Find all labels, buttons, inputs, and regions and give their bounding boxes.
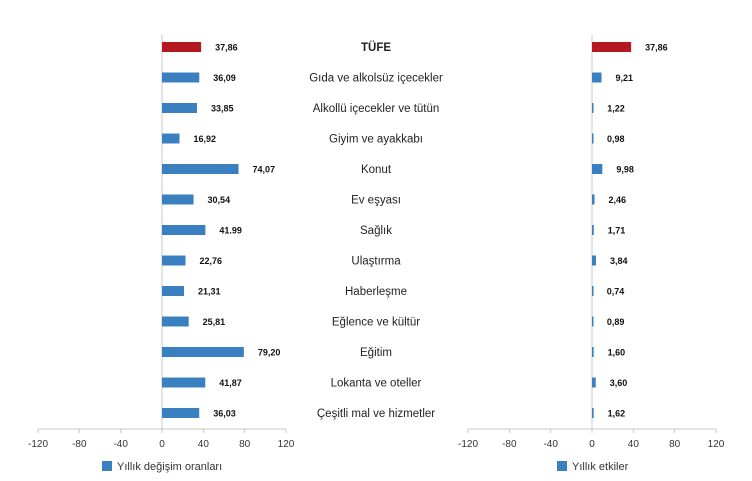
category-label: TÜFE: [361, 41, 391, 54]
bar: [162, 194, 194, 205]
x-tick-label: -120: [458, 439, 478, 450]
data-label: 25,81: [203, 317, 226, 327]
x-tick-label: 0: [159, 439, 165, 450]
category-label: Konut: [361, 164, 392, 176]
data-label: 9,98: [616, 165, 634, 175]
bar: [162, 133, 180, 144]
x-tick-label: 40: [198, 439, 210, 450]
bar: [592, 225, 594, 235]
category-label: Ulaştırma: [351, 256, 401, 268]
data-label: 36,03: [213, 409, 236, 419]
bar: [592, 255, 596, 266]
data-label: 21,31: [198, 287, 221, 297]
data-label: 37,86: [215, 43, 238, 53]
data-label: 37,86: [645, 43, 668, 53]
bar: [162, 408, 200, 418]
category-label: Gıda ve alkolsüz içecekler: [309, 73, 443, 85]
bar: [162, 377, 206, 388]
data-label: 41,87: [219, 378, 242, 388]
bar: [592, 408, 594, 418]
data-label: 9,21: [616, 73, 634, 83]
data-label: 30,54: [208, 195, 231, 205]
bar: [162, 164, 239, 174]
x-tick-label: 80: [669, 439, 681, 450]
category-label: Eğitim: [360, 347, 392, 359]
category-label: Sağlık: [360, 225, 392, 237]
bar: [592, 133, 594, 144]
legend-swatch: [557, 461, 567, 471]
bar: [162, 255, 186, 266]
data-label: 1,71: [608, 226, 626, 236]
legend-swatch: [102, 461, 112, 471]
x-tick-label: -40: [113, 439, 128, 450]
data-label: 16,92: [193, 134, 216, 144]
data-label: 36,09: [213, 73, 236, 83]
x-tick-label: -80: [502, 439, 517, 450]
x-tick-label: 120: [278, 439, 295, 450]
bar: [592, 286, 594, 296]
x-tick-label: 120: [708, 439, 725, 450]
category-label: Lokanta ve oteller: [331, 378, 422, 390]
bar: [162, 72, 200, 83]
data-label: 1,60: [608, 348, 626, 358]
bar: [592, 316, 594, 327]
bar: [592, 103, 594, 113]
bar: [592, 347, 594, 357]
bar: [592, 194, 595, 205]
x-tick-label: 80: [239, 439, 251, 450]
data-label: 79,20: [258, 348, 281, 358]
category-label: Alkollü içecekler ve tütün: [313, 103, 440, 115]
bar: [162, 347, 244, 357]
bar: [162, 42, 202, 52]
category-label: Giyim ve ayakkabı: [329, 134, 423, 146]
bar: [592, 377, 596, 388]
data-label: 1,22: [607, 104, 625, 114]
bar: [592, 42, 632, 52]
bar: [162, 316, 189, 327]
data-label: 33,85: [211, 104, 234, 114]
data-label: 22,76: [200, 256, 223, 266]
bar: [592, 164, 603, 174]
data-label: 1,62: [608, 409, 626, 419]
bar: [162, 103, 197, 113]
x-tick-label: 0: [589, 439, 595, 450]
data-label: 0,89: [607, 317, 625, 327]
data-label: 3,84: [610, 256, 628, 266]
x-tick-label: -40: [543, 439, 558, 450]
category-label: Haberleşme: [345, 286, 407, 298]
category-label: Eğlence ve kültür: [332, 317, 420, 329]
legend-label: Yıllık etkiler: [572, 461, 629, 473]
data-label: 0,98: [607, 134, 625, 144]
x-tick-label: 40: [628, 439, 640, 450]
data-label: 2,46: [609, 195, 627, 205]
x-tick-label: -120: [28, 439, 48, 450]
bar: [162, 225, 206, 235]
data-label: 3,60: [610, 378, 628, 388]
bar: [592, 72, 602, 83]
category-label: Ev eşyası: [351, 195, 401, 207]
x-tick-label: -80: [72, 439, 87, 450]
data-label: 0,74: [607, 287, 625, 297]
data-label: 74,07: [253, 165, 276, 175]
data-label: 41.99: [219, 226, 242, 236]
bar: [162, 286, 185, 296]
category-label: Çeşitli mal ve hizmetler: [317, 408, 435, 420]
legend-label: Yıllık değişim oranları: [117, 461, 222, 473]
